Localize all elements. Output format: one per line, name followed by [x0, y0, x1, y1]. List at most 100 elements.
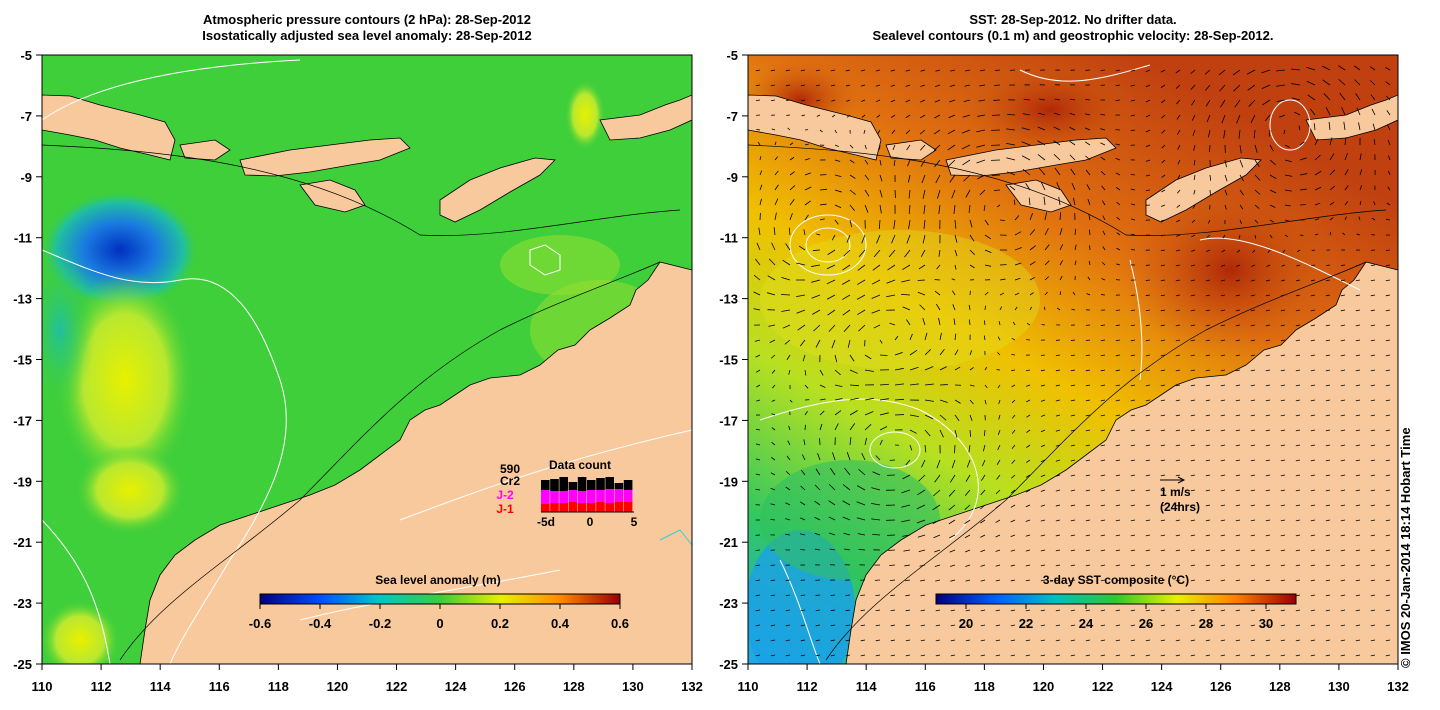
velocity-arrow [1145, 369, 1151, 372]
velocity-arrow [1145, 174, 1151, 177]
velocity-arrow [1325, 444, 1331, 447]
velocity-arrow [1344, 201, 1349, 206]
velocity-arrow [1205, 534, 1211, 537]
velocity-arrow [1276, 99, 1286, 103]
data-count-bar-segment [614, 489, 624, 502]
velocity-arrow [954, 444, 956, 454]
velocity-arrow [1160, 234, 1166, 237]
velocity-arrow [1040, 624, 1046, 627]
velocity-arrow [1055, 504, 1061, 507]
velocity-arrow [872, 264, 881, 271]
velocity-arrow [1280, 639, 1286, 642]
velocity-arrow [999, 306, 1003, 311]
velocity-arrow [789, 157, 795, 161]
sst-colorbar-tick-label: 30 [1259, 616, 1273, 631]
velocity-arrow [831, 339, 836, 349]
velocity-arrow [1355, 324, 1361, 327]
velocity-arrow [844, 548, 851, 551]
velocity-arrow [1100, 429, 1106, 432]
velocity-arrow [876, 114, 881, 118]
velocity-arrow [770, 69, 776, 72]
velocity-arrow [773, 227, 776, 236]
velocity-arrow [1160, 84, 1166, 88]
velocity-arrow [1009, 185, 1016, 191]
velocity-arrow [1314, 202, 1321, 206]
velocity-arrow [1175, 264, 1181, 267]
velocity-arrow [924, 444, 927, 453]
velocity-arrow [964, 489, 971, 497]
velocity-arrow [1370, 654, 1376, 657]
velocity-arrow [1310, 108, 1316, 116]
velocity-arrow [1355, 609, 1361, 612]
velocity-arrow [1311, 264, 1316, 267]
sla-positive-anomaly-2 [75, 445, 185, 535]
velocity-arrow [1250, 384, 1256, 387]
velocity-arrow [965, 549, 971, 553]
velocity-arrow [1310, 564, 1316, 567]
velocity-arrow [1085, 639, 1091, 642]
velocity-arrow [1295, 399, 1301, 402]
velocity-arrow [1284, 234, 1289, 238]
velocity-arrow [969, 414, 973, 421]
velocity-arrow [815, 624, 821, 627]
velocity-arrow [1101, 200, 1106, 206]
velocity-arrow [1295, 624, 1301, 627]
sst-warm-pool-2 [960, 60, 1140, 160]
sealevel-contour [789, 214, 867, 276]
velocity-arrow [819, 410, 825, 416]
velocity-arrow [1130, 233, 1136, 236]
velocity-arrow [1325, 279, 1331, 282]
velocity-arrow [965, 69, 971, 72]
velocity-arrow [909, 414, 919, 418]
velocity-arrow [1325, 624, 1331, 627]
velocity-arrow [905, 84, 911, 87]
velocity-arrow [954, 366, 961, 371]
velocity-arrow [879, 159, 882, 166]
velocity-arrow [1385, 414, 1391, 417]
velocity-arrow [812, 249, 821, 251]
velocity-arrow [756, 129, 761, 131]
velocity-arrow [815, 639, 821, 642]
velocity-arrow [1011, 474, 1016, 479]
velocity-arrow [1235, 354, 1241, 357]
velocity-arrow [1235, 534, 1241, 537]
mission-label-j2: J-2 [496, 488, 514, 502]
velocity-arrow [1205, 339, 1211, 342]
velocity-arrow [770, 99, 776, 102]
velocity-arrow [1261, 84, 1271, 89]
velocity-arrow [1220, 324, 1226, 327]
velocity-arrow [1265, 534, 1271, 537]
velocity-arrow [861, 114, 866, 118]
velocity-arrow [894, 335, 899, 341]
velocity-arrow [1340, 504, 1346, 507]
australia-landmass [139, 261, 692, 664]
velocity-arrow [789, 171, 795, 176]
velocity-arrow [1385, 249, 1391, 251]
velocity-arrow [834, 369, 841, 376]
velocity-arrow [1269, 234, 1273, 239]
velocity-legend-arrowhead [1177, 476, 1186, 484]
velocity-arrow [954, 429, 958, 438]
left-title-line2: Isostatically adjusted sea level anomaly… [202, 28, 532, 43]
velocity-arrow [1218, 69, 1226, 76]
velocity-arrow [1282, 249, 1286, 253]
velocity-arrow [1070, 474, 1076, 477]
right-lat-tick-label: -9 [726, 170, 738, 185]
velocity-arrow [1310, 579, 1316, 582]
velocity-arrow [905, 459, 911, 466]
velocity-arrow [875, 84, 881, 87]
velocity-arrow [1310, 519, 1316, 522]
velocity-arrow [1281, 264, 1286, 267]
velocity-arrow [774, 212, 777, 221]
velocity-arrow [1100, 609, 1106, 612]
velocity-arrow [1175, 84, 1181, 89]
velocity-arrow [1055, 624, 1061, 627]
velocity-arrow [1385, 609, 1391, 612]
velocity-arrow [1205, 564, 1211, 567]
velocity-arrow [845, 609, 851, 612]
sla-colorbar-tick-label: -0.4 [309, 616, 332, 631]
velocity-arrow [994, 69, 1001, 72]
velocity-legend: 1 m/s (24hrs) [1160, 476, 1200, 514]
velocity-arrow [1145, 384, 1151, 387]
velocity-arrow [1026, 322, 1031, 326]
